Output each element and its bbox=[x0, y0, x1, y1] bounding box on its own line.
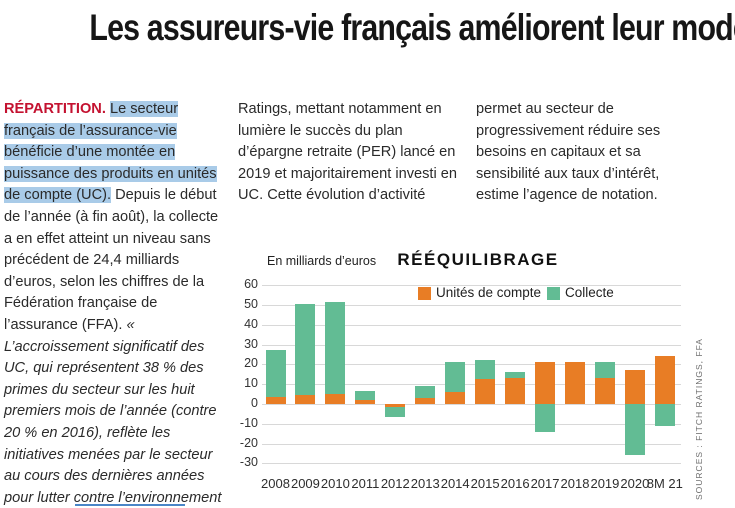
x-axis-tick-label: 2009 bbox=[290, 476, 320, 491]
gridline bbox=[262, 443, 681, 445]
y-axis-tick-label: -20 bbox=[239, 435, 258, 450]
legend-swatch bbox=[418, 287, 431, 300]
gridline bbox=[262, 404, 681, 405]
bar-segment bbox=[415, 398, 436, 404]
bar-segment bbox=[325, 302, 346, 395]
chart-unit-label: En milliards d’euros bbox=[267, 254, 377, 268]
x-axis-tick-label: 2016 bbox=[500, 476, 530, 491]
bar-segment bbox=[445, 362, 466, 393]
bar-segment bbox=[355, 391, 376, 401]
bar-segment bbox=[654, 356, 675, 404]
y-axis-tick-label: 60 bbox=[244, 277, 258, 292]
gridline bbox=[262, 364, 681, 366]
y-axis-tick-label: 10 bbox=[244, 376, 258, 391]
x-axis-tick-label: 2019 bbox=[590, 476, 620, 491]
bar-segment bbox=[594, 378, 615, 404]
gridline bbox=[262, 463, 681, 465]
x-axis-tick-label: 2020 bbox=[620, 476, 650, 491]
article-column-2: Ratings, mettant notamment en lumière le… bbox=[238, 99, 460, 207]
bar-segment bbox=[295, 395, 316, 404]
kicker-label: RÉPARTITION. bbox=[4, 101, 106, 117]
bar-segment bbox=[265, 349, 286, 398]
y-axis-tick-label: 0 bbox=[251, 396, 258, 410]
page-title-text: Les assureurs-vie français améliorent le… bbox=[89, 7, 735, 48]
legend-label: Collecte bbox=[565, 285, 614, 300]
body-text: permet au secteur de progressivement réd… bbox=[476, 101, 661, 204]
gridline bbox=[262, 305, 681, 306]
gridline bbox=[262, 285, 681, 287]
bar-segment bbox=[624, 404, 645, 456]
bar-segment bbox=[654, 404, 675, 426]
article-column-1: RÉPARTITION. Le secteur français de l’as… bbox=[4, 99, 229, 508]
bar-segment bbox=[265, 397, 286, 404]
legend-label: Unités de compte bbox=[436, 285, 542, 300]
bar-segment bbox=[505, 372, 526, 379]
y-axis-tick-label: 20 bbox=[244, 356, 258, 371]
x-axis-tick-label: 2015 bbox=[470, 476, 500, 491]
bar-segment bbox=[355, 400, 376, 404]
bar-segment bbox=[385, 406, 406, 417]
x-axis-tick-label: 2018 bbox=[560, 476, 590, 491]
bar-segment bbox=[565, 362, 585, 404]
quote-text: « L’accroissement significatif des UC, q… bbox=[4, 316, 222, 506]
x-axis-tick-label: 8M 21 bbox=[646, 476, 683, 491]
gridline bbox=[262, 423, 681, 425]
bar-segment bbox=[295, 304, 316, 396]
bar-segment bbox=[535, 404, 556, 432]
y-axis-tick-label: 40 bbox=[244, 316, 258, 331]
body-text: Ratings, mettant notamment en lumière le… bbox=[238, 101, 458, 204]
article-column-3: permet au secteur de progressivement réd… bbox=[476, 99, 698, 207]
bar-segment bbox=[505, 378, 526, 404]
bar-segment bbox=[624, 370, 645, 404]
bar-segment bbox=[594, 362, 615, 379]
y-axis-tick-label: 30 bbox=[244, 336, 258, 351]
x-axis-tick-label: 2008 bbox=[261, 476, 290, 491]
x-axis-tick-label: 2014 bbox=[440, 476, 470, 491]
bar-segment bbox=[445, 392, 466, 404]
x-axis-tick-label: 2013 bbox=[410, 476, 440, 491]
bar-segment bbox=[535, 362, 556, 404]
bar-segment bbox=[415, 386, 436, 399]
highlight-underline bbox=[75, 504, 185, 506]
y-axis-tick-label: 50 bbox=[244, 297, 258, 311]
x-axis-tick-label: 2017 bbox=[530, 476, 560, 491]
x-axis-tick-label: 2010 bbox=[320, 476, 350, 491]
gridline bbox=[262, 344, 681, 346]
chart-title: RÉÉQUILIBRAGE bbox=[397, 250, 559, 269]
bar-segment bbox=[475, 379, 496, 404]
gridline bbox=[262, 324, 681, 326]
x-axis-tick-label: 2011 bbox=[351, 476, 380, 491]
y-axis-tick-label: -10 bbox=[239, 415, 258, 430]
bar-segment bbox=[385, 404, 406, 407]
page-title: Les assureurs-vie français améliorent le… bbox=[0, 8, 735, 48]
legend-swatch bbox=[547, 287, 560, 300]
chart-source-credit: SOURCES : FITCH RATINGS, FFA bbox=[694, 338, 704, 500]
highlighted-text: Le secteur français de l’assurance-vie b… bbox=[4, 101, 217, 204]
body-text: Depuis le début de l’année (à fin août),… bbox=[4, 187, 219, 333]
x-axis-tick-label: 2012 bbox=[380, 476, 410, 491]
y-axis-tick-label: -30 bbox=[239, 455, 258, 470]
bar-segment bbox=[475, 360, 496, 380]
bar-segment bbox=[325, 394, 346, 404]
gridline bbox=[262, 384, 681, 386]
